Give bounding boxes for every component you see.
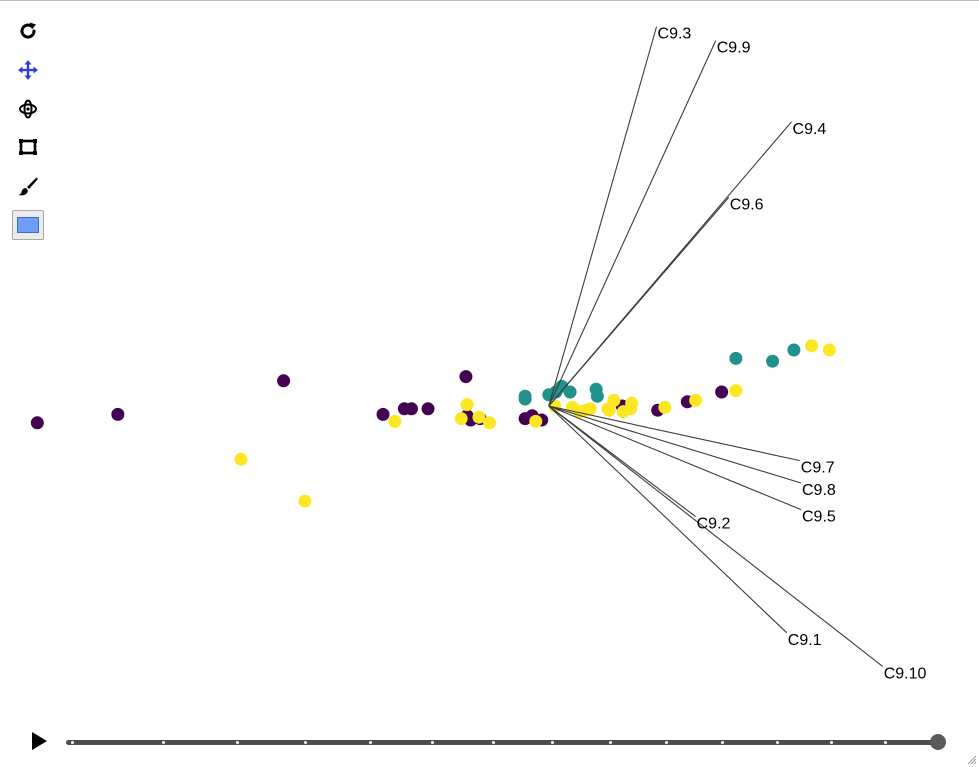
loading-vector-C9.3 <box>548 26 658 407</box>
loading-vector-C9.10 <box>548 405 884 667</box>
top-border <box>0 0 979 1</box>
frame-tick[interactable] <box>236 741 240 744</box>
data-point-50[interactable] <box>729 384 743 398</box>
loading-vector-C9.7 <box>548 405 800 462</box>
data-point-44[interactable] <box>607 393 621 407</box>
loading-label: C9.4 <box>793 121 827 138</box>
data-point-28[interactable] <box>787 343 801 357</box>
data-point-17[interactable] <box>715 385 729 399</box>
data-point-2[interactable] <box>277 374 291 388</box>
frame-tick[interactable] <box>550 741 554 744</box>
frame-tick[interactable] <box>369 741 373 744</box>
loading-label: C9.7 <box>801 460 835 477</box>
loading-vector-C9.8 <box>548 405 802 484</box>
loading-vector-C9.9 <box>548 40 717 407</box>
biplot-chart[interactable]: C9.3 C9.9 C9.4 C9.6 C9.7 C9.8 C9.5 C9.2 C9.1 C9.1… <box>0 0 979 715</box>
data-point-41[interactable] <box>583 402 597 416</box>
data-point-52[interactable] <box>822 343 836 357</box>
data-point-48[interactable] <box>658 400 672 414</box>
data-point-49[interactable] <box>689 393 703 407</box>
frame-tick[interactable] <box>304 741 308 744</box>
brush-button[interactable] <box>12 171 44 201</box>
data-point-25[interactable] <box>590 389 604 403</box>
data-point-35[interactable] <box>483 416 497 430</box>
data-point-26[interactable] <box>729 351 743 365</box>
brush-icon <box>18 177 38 196</box>
frame-tick[interactable] <box>491 741 495 744</box>
data-point-32[interactable] <box>454 412 468 426</box>
data-point-19[interactable] <box>518 389 532 403</box>
frame-slider-thumb[interactable] <box>930 734 946 750</box>
reset-view-button[interactable] <box>12 16 44 46</box>
data-point-5[interactable] <box>404 402 418 416</box>
pan-icon <box>18 60 38 80</box>
frame-tick[interactable] <box>665 741 669 744</box>
data-point-30[interactable] <box>298 494 312 508</box>
data-point-23[interactable] <box>563 385 577 399</box>
loading-label: C9.6 <box>730 196 764 213</box>
data-point-34[interactable] <box>472 410 486 424</box>
loading-vector-C9.5 <box>548 405 802 511</box>
frame-slider-track[interactable] <box>66 740 944 745</box>
data-point-33[interactable] <box>460 398 474 412</box>
frame-tick[interactable] <box>431 741 435 744</box>
data-point-6[interactable] <box>421 402 435 416</box>
data-point-47[interactable] <box>625 396 639 410</box>
loading-label: C9.9 <box>717 40 751 57</box>
loading-vector-C9.6 <box>548 197 730 407</box>
frame-tick[interactable] <box>775 741 779 744</box>
animation-player <box>0 722 979 762</box>
selection-color-swatch <box>17 217 39 233</box>
frame-tick[interactable] <box>608 741 612 744</box>
loading-label: C9.8 <box>802 482 836 499</box>
loading-label: C9.2 <box>697 516 731 533</box>
resize-grip-icon[interactable] <box>967 755 977 765</box>
data-point-43[interactable] <box>602 403 616 417</box>
frame-tick[interactable] <box>883 741 887 744</box>
play-button[interactable] <box>28 730 50 752</box>
data-point-0[interactable] <box>30 416 44 430</box>
loading-label: C9.1 <box>788 632 822 649</box>
selection-color-button[interactable] <box>12 210 44 240</box>
data-point-51[interactable] <box>805 339 819 353</box>
loading-label: C9.10 <box>884 665 927 682</box>
frame-tick[interactable] <box>70 741 74 744</box>
data-point-7[interactable] <box>459 370 473 384</box>
pan-button[interactable] <box>12 55 44 85</box>
rotate-icon <box>19 99 37 119</box>
rotate-button[interactable] <box>12 94 44 124</box>
loading-label: C9.5 <box>802 509 836 526</box>
data-point-36[interactable] <box>529 414 543 428</box>
box-zoom-icon <box>19 139 37 155</box>
data-point-29[interactable] <box>234 452 248 466</box>
data-point-3[interactable] <box>376 407 390 421</box>
frame-tick[interactable] <box>721 741 725 744</box>
frame-tick[interactable] <box>830 741 834 744</box>
data-point-31[interactable] <box>388 414 402 428</box>
box-zoom-button[interactable] <box>12 132 44 162</box>
reset-view-icon <box>20 22 36 39</box>
loading-label: C9.3 <box>658 26 692 43</box>
loading-vector-C9.1 <box>548 405 788 634</box>
play-icon <box>32 732 47 750</box>
data-point-27[interactable] <box>766 354 780 368</box>
frame-tick[interactable] <box>162 741 166 744</box>
data-point-1[interactable] <box>111 407 125 421</box>
